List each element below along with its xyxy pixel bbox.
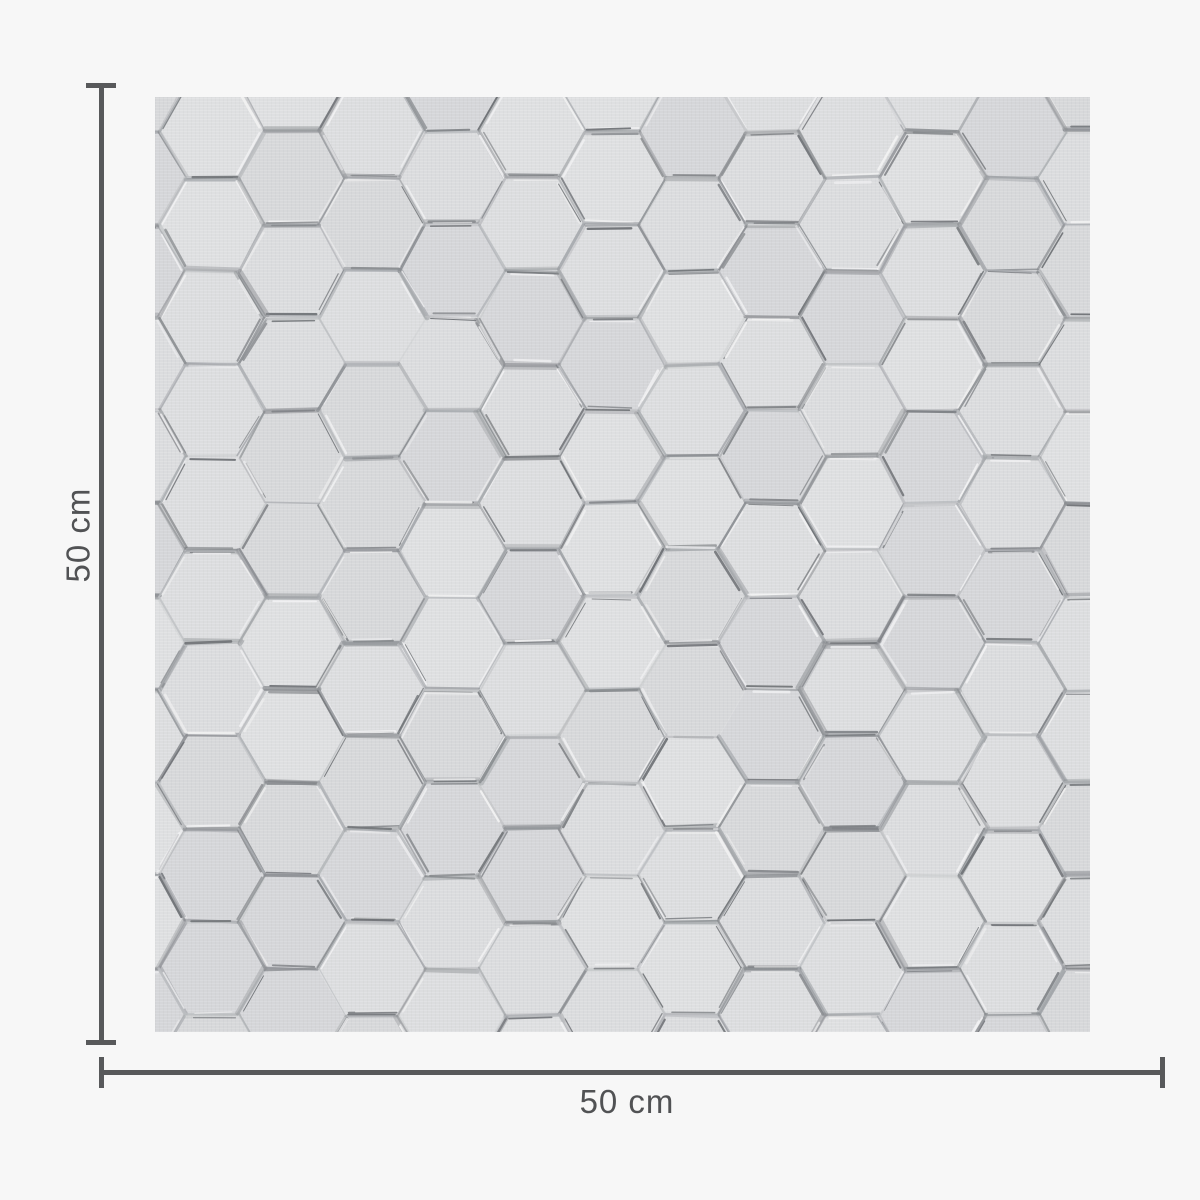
width-dimension-cap-right <box>1160 1057 1165 1088</box>
hexagon-pattern-svg <box>155 97 1090 1032</box>
width-dimension-line <box>99 1070 1165 1075</box>
height-dimension-cap-top <box>86 83 116 88</box>
width-dimension-cap-left <box>99 1057 104 1088</box>
height-dimension-cap-bottom <box>86 1040 116 1045</box>
height-dimension-label: 50 cm <box>59 487 97 583</box>
height-dimension-line <box>99 83 104 1045</box>
width-dimension-label: 50 cm <box>579 1083 675 1120</box>
wallpaper-swatch <box>155 97 1090 1032</box>
